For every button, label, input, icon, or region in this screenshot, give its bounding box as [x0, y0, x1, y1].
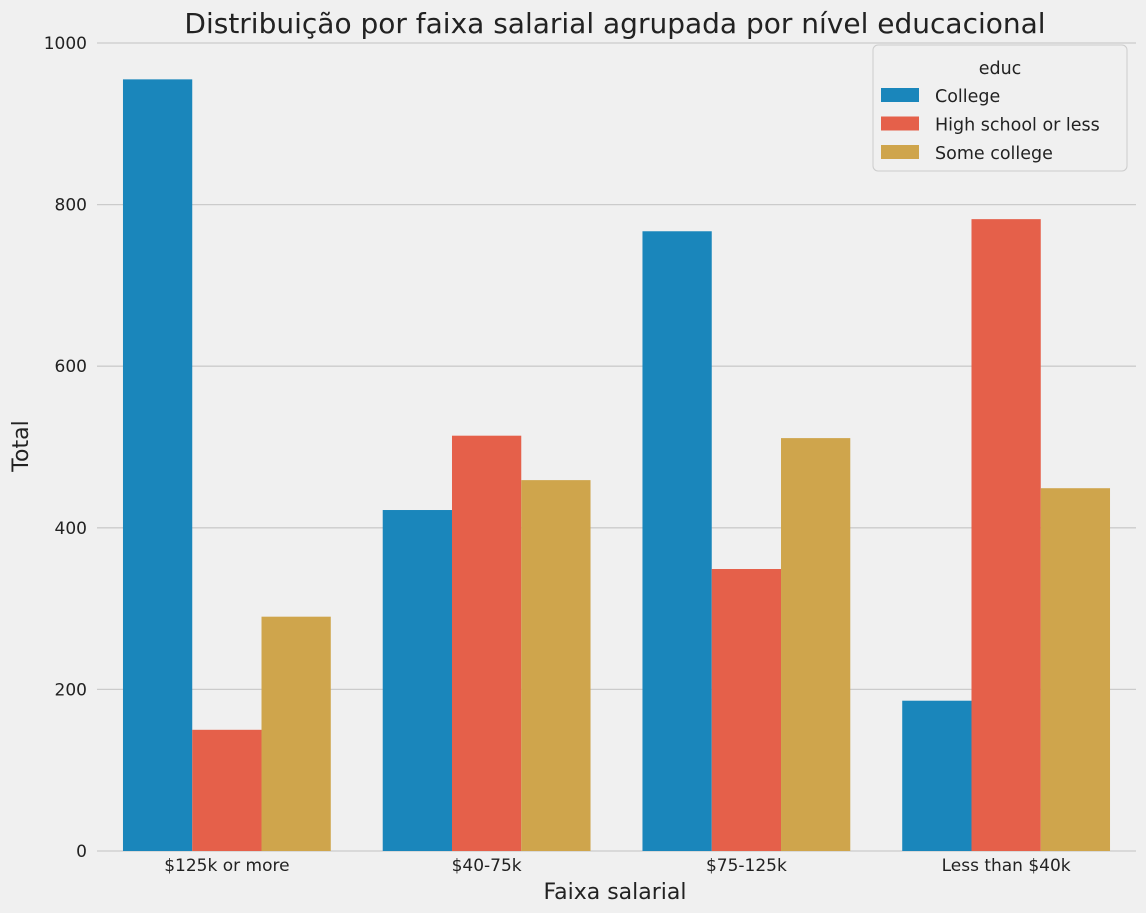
x-tick-label: Less than $40k — [942, 856, 1071, 876]
x-axis-label: Faixa salarial — [543, 880, 686, 905]
bar — [261, 616, 331, 851]
y-tick-label: 800 — [55, 196, 87, 216]
legend-swatch — [881, 116, 919, 131]
x-tick-label: $125k or more — [164, 856, 289, 876]
chart-title: Distribuição por faixa salarial agrupada… — [184, 7, 1045, 40]
legend-label: Some college — [935, 144, 1053, 164]
bar — [642, 231, 712, 851]
legend-box — [872, 44, 1128, 172]
bar — [192, 729, 262, 851]
legend-label: College — [935, 87, 1000, 107]
bar — [382, 510, 452, 851]
bar — [781, 438, 851, 851]
x-tick-label: $40-75k — [452, 856, 522, 876]
bar — [521, 480, 591, 851]
legend-label: High school or less — [935, 116, 1100, 136]
y-tick-label: 400 — [55, 519, 87, 539]
legend-swatch — [881, 145, 919, 159]
y-axis-label: Total — [9, 420, 34, 472]
bar — [902, 700, 972, 851]
y-tick-label: 200 — [55, 680, 87, 700]
bar — [451, 435, 522, 851]
bar — [971, 219, 1041, 852]
y-tick-label: 0 — [76, 842, 87, 862]
y-tick-label: 600 — [55, 357, 87, 377]
bar — [711, 569, 782, 851]
legend-swatch — [881, 88, 919, 102]
x-tick-labels: $125k or more $40-75k $75-125k Less than $4… — [164, 856, 1071, 876]
y-tick-label: 1000 — [44, 34, 87, 54]
y-tick-labels: 0 200 400 600 800 1000 — [44, 34, 87, 862]
bar — [1040, 488, 1111, 851]
legend: educ College High school or less Some coll… — [872, 44, 1128, 172]
bar — [122, 79, 193, 852]
x-tick-label: $75-125k — [706, 856, 787, 876]
legend-title: educ — [979, 59, 1022, 79]
bars — [122, 79, 1111, 852]
